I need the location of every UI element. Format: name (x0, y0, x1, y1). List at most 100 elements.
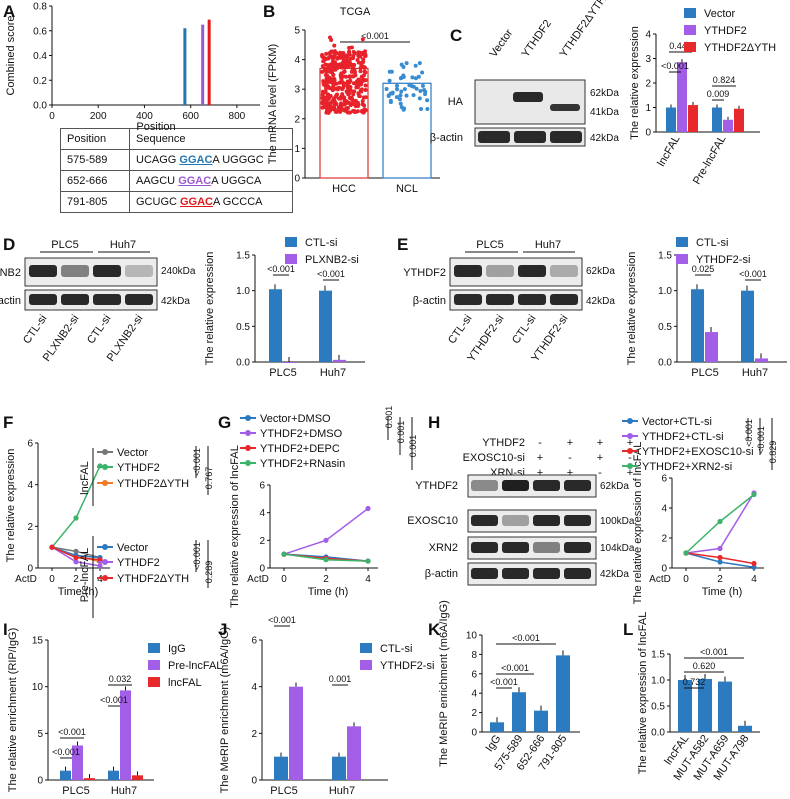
seq-pre: AAGCU (136, 175, 179, 187)
mw-label: 42kDa (586, 296, 615, 307)
dot-HCC (351, 92, 356, 97)
panel-I-label: I (3, 620, 8, 639)
y-tick-label: 2 (259, 536, 265, 547)
blot-band (29, 294, 57, 305)
y-axis-title: The relative expression (204, 252, 216, 366)
y-tick-label: 1.0 (651, 676, 665, 687)
treatment-sign: + (537, 467, 543, 479)
treatment-sign: - (598, 467, 602, 479)
y-tick-label: 0 (37, 776, 43, 787)
x-tick-label: Huh7 (742, 367, 768, 379)
sequence-table: Position Sequence 575-589 UCAGG GGACA UG… (60, 128, 293, 213)
dot-NCL (404, 61, 409, 66)
treatment-sign: + (627, 467, 633, 479)
blot-band (564, 480, 591, 491)
y-tick-label: 2 (661, 534, 667, 545)
y-tick-label: 2 (27, 522, 33, 533)
p-value-label: <0.001 (490, 677, 518, 687)
y-axis-title: The MeRIP enrichment (m6A/IgG) (219, 627, 231, 794)
dot-NCL (389, 69, 394, 74)
dot-HCC (363, 49, 368, 54)
dot-HCC (335, 87, 340, 92)
bar (72, 745, 83, 780)
data-point (281, 551, 287, 557)
treatment-sign: - (628, 452, 632, 464)
dot-HCC (332, 43, 337, 48)
dot-HCC (332, 53, 337, 58)
legend-label: YTHDF2+DMSO (260, 428, 343, 440)
dot-HCC (350, 64, 355, 69)
dot-HCC (326, 56, 331, 61)
dot-HCC (327, 35, 332, 40)
dot-HCC (352, 109, 357, 114)
dot-NCL (388, 100, 393, 105)
blot-band (518, 265, 546, 277)
legend-swatch (360, 660, 372, 670)
dot-NCL (394, 95, 399, 100)
dot-HCC (324, 78, 329, 83)
dot-NCL (394, 83, 399, 88)
x-tick-label: Huh7 (111, 785, 137, 797)
lane-label: YTHDF2 (520, 18, 554, 60)
x-tick-label: NCL (396, 183, 418, 195)
dot-HCC (347, 74, 352, 79)
y-tick-label: 5 (294, 26, 300, 37)
dot-HCC (363, 95, 368, 100)
y-tick-label: 4 (661, 504, 667, 515)
dot-HCC (347, 91, 352, 96)
blot-band (125, 294, 153, 305)
y-tick-label: 1.0 (658, 286, 672, 297)
actd-label: ActD (15, 574, 37, 585)
dot-HCC (362, 69, 367, 74)
legend-marker (102, 449, 108, 455)
data-point (751, 564, 757, 570)
dot-NCL (384, 86, 389, 91)
dot-NCL (398, 76, 403, 81)
x-axis-title: Time (h) (308, 586, 349, 598)
dot-HCC (342, 108, 347, 113)
y-axis-title: The relative enrichment (RIP/IgG) (7, 628, 19, 792)
treatment-sign: + (537, 452, 543, 464)
y-tick-label: 4 (294, 55, 300, 66)
legend-label: PLXNB2-si (305, 254, 359, 266)
panel-D-label: D (3, 235, 16, 254)
dot-HCC (344, 74, 349, 79)
bar-NCL (382, 82, 432, 179)
legend-label: IgG (168, 643, 186, 655)
y-tick-label: 15 (32, 636, 44, 647)
row-label: YTHDF2 (415, 480, 458, 492)
p-value-label: 0.001 (384, 406, 394, 429)
x-axis-title: Time (h) (702, 586, 743, 598)
lane-label: Vector (488, 27, 516, 60)
dot-HCC (360, 102, 365, 107)
y-tick-label: 10 (466, 631, 478, 642)
row-label: YTHDF2 (403, 267, 446, 279)
x-tick-label: 400 (136, 111, 153, 122)
panel-C-label: C (450, 26, 463, 45)
dot-HCC (342, 102, 347, 107)
data-point (751, 491, 757, 498)
blot-band (518, 294, 546, 305)
data-point (365, 505, 371, 512)
dot-HCC (354, 85, 359, 90)
p-value-label: <0.001 (52, 747, 80, 757)
dot-HCC (330, 88, 335, 93)
dot-NCL (410, 75, 415, 80)
blot-strip (467, 509, 597, 533)
row-label: β-actin (0, 295, 21, 307)
row-label: HA (448, 96, 464, 108)
bar (698, 678, 712, 732)
legend-marker (245, 430, 251, 436)
legend-marker (245, 445, 251, 451)
legend-marker (245, 415, 251, 421)
p-value-label: <0.001 (361, 31, 389, 41)
bar (666, 107, 676, 132)
group-label: lncFAL (79, 461, 91, 495)
y-tick-label: 0.2 (33, 76, 47, 87)
bar (512, 692, 526, 732)
blot-band (550, 131, 582, 143)
dot-NCL (425, 106, 430, 111)
bar (688, 105, 698, 132)
dot-NCL (387, 78, 392, 83)
seq-motif: GGAC (178, 175, 212, 187)
